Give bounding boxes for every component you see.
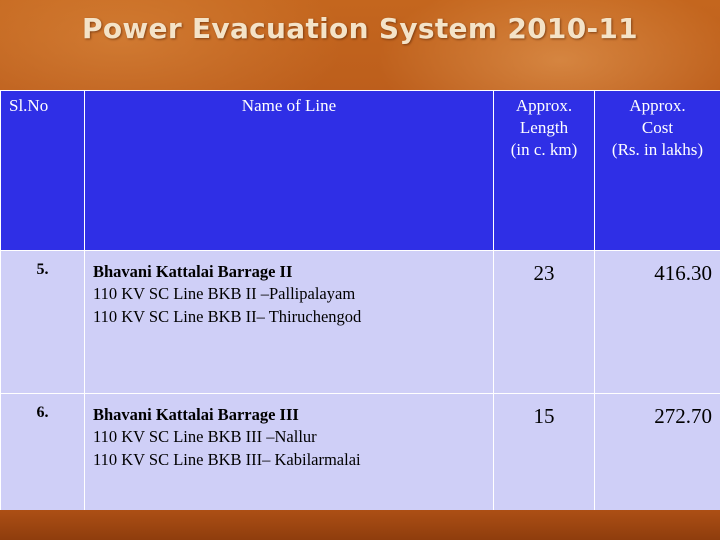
header-approx-length: Approx. Length (in c. km) xyxy=(493,90,595,251)
table-row: 5. Bhavani Kattalai Barrage II 110 KV SC… xyxy=(0,250,720,394)
row-project-title: Bhavani Kattalai Barrage II xyxy=(93,262,293,281)
row-length: 23 xyxy=(493,250,595,394)
row-line-description: 110 KV SC Line BKB II– Thiruchengod xyxy=(93,306,362,326)
header-name-of-line: Name of Line xyxy=(84,90,494,251)
header-length-line-2: Length xyxy=(519,118,569,138)
row-name-of-line: Bhavani Kattalai Barrage II 110 KV SC Li… xyxy=(84,250,494,394)
slide-title: Power Evacuation System 2010-11 xyxy=(82,12,638,45)
row-line-description: 110 KV SC Line BKB III –Nallur xyxy=(93,427,317,447)
header-cost-line-3: (Rs. in lakhs) xyxy=(611,140,704,160)
header-cost-line-1: Approx. xyxy=(629,96,686,115)
header-length-line-3: (in c. km) xyxy=(510,140,578,160)
row-cost: 416.30 xyxy=(594,250,720,394)
header-sl-no: Sl.No xyxy=(0,90,85,251)
header-approx-cost: Approx. Cost (Rs. in lakhs) xyxy=(594,90,720,251)
row-sl-no: 5. xyxy=(0,250,85,394)
table-header-row: Sl.No Name of Line Approx. Length (in c.… xyxy=(0,90,720,251)
row-line-description: 110 KV SC Line BKB II –Pallipalayam xyxy=(93,284,356,304)
power-evacuation-table: Sl.No Name of Line Approx. Length (in c.… xyxy=(0,90,720,537)
header-cost-line-2: Cost xyxy=(641,118,674,138)
row-line-description: 110 KV SC Line BKB III– Kabilarmalai xyxy=(93,449,361,469)
header-length-line-1: Approx. xyxy=(515,96,573,115)
bottom-band xyxy=(0,510,720,540)
row-project-title: Bhavani Kattalai Barrage III xyxy=(93,405,299,424)
